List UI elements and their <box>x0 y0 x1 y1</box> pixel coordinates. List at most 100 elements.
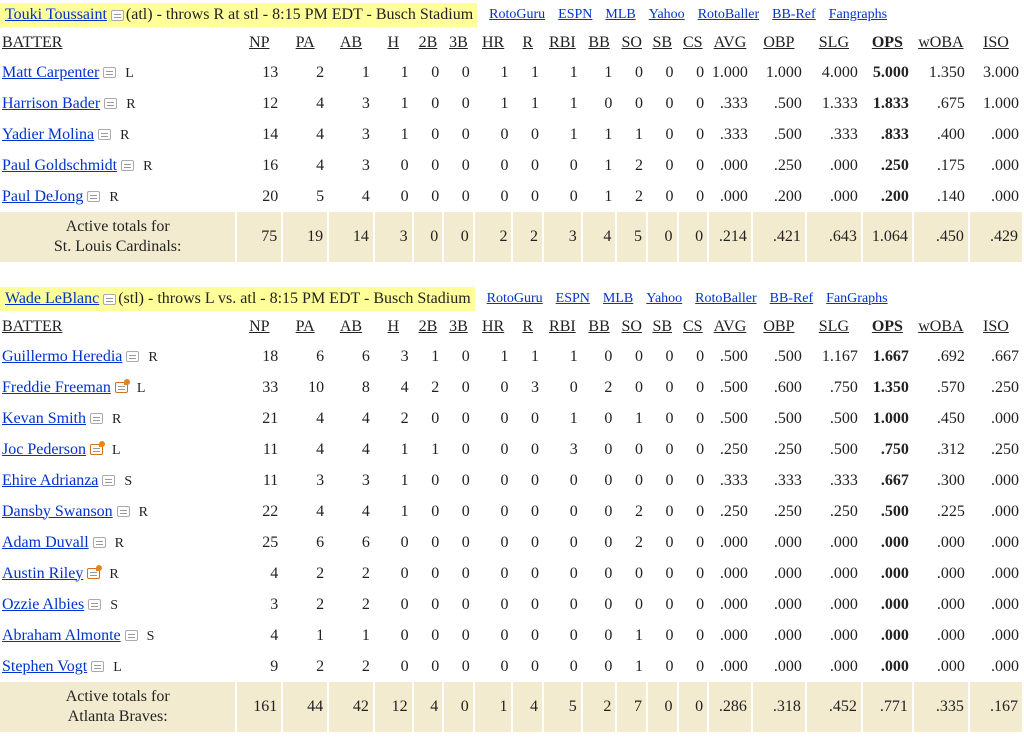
column-header-r[interactable]: R <box>522 318 534 335</box>
batter-link[interactable]: Dansby Swanson <box>2 502 113 520</box>
column-header-avg[interactable]: AVG <box>713 34 747 51</box>
column-header-2b[interactable]: 2B <box>418 318 438 335</box>
column-header-bb[interactable]: BB <box>588 318 610 335</box>
column-header-ab[interactable]: AB <box>339 318 363 335</box>
link-fangraphs[interactable]: Fangraphs <box>828 7 888 22</box>
hot-note-icon[interactable] <box>87 565 103 580</box>
stat-np: 11 <box>262 440 279 458</box>
note-icon[interactable] <box>90 413 103 425</box>
batter-link[interactable]: Ozzie Albies <box>2 595 85 613</box>
note-icon[interactable] <box>88 599 102 611</box>
column-header-np[interactable]: NP <box>249 34 270 51</box>
batter-link[interactable]: Kevan Smith <box>2 409 86 427</box>
stat-avg: .333 <box>719 94 748 112</box>
batter-link[interactable]: Guillermo Heredia <box>2 347 123 365</box>
stat-sb: 0 <box>665 94 674 112</box>
note-icon[interactable] <box>110 9 124 21</box>
column-header-batter[interactable]: BATTER <box>2 318 63 335</box>
batter-link[interactable]: Joc Pederson <box>2 440 86 458</box>
note-icon[interactable] <box>104 98 118 110</box>
note-icon[interactable] <box>126 351 140 363</box>
column-header-np[interactable]: NP <box>249 318 270 335</box>
batter-link[interactable]: Paul Goldschmidt <box>2 156 118 174</box>
link-yahoo[interactable]: Yahoo <box>646 291 683 306</box>
column-header-slg[interactable]: SLG <box>818 34 850 51</box>
batter-hand: R <box>114 535 124 551</box>
column-header-slg[interactable]: SLG <box>818 318 850 335</box>
column-header-cs[interactable]: CS <box>683 34 703 51</box>
batter-hand: R <box>143 158 153 174</box>
column-header-pa[interactable]: PA <box>295 318 315 335</box>
column-header-so[interactable]: SO <box>621 318 642 335</box>
column-header-ops[interactable]: OPS <box>871 318 903 335</box>
column-header-rbi[interactable]: RBI <box>549 34 576 51</box>
column-header-woba[interactable]: wOBA <box>918 34 964 51</box>
note-icon[interactable] <box>121 160 135 172</box>
note-icon[interactable] <box>124 630 138 642</box>
link-yahoo[interactable]: Yahoo <box>648 7 685 22</box>
column-header-bb[interactable]: BB <box>588 34 610 51</box>
batter-link[interactable]: Harrison Bader <box>2 94 101 112</box>
column-header-sb[interactable]: SB <box>652 34 673 51</box>
column-header-avg[interactable]: AVG <box>713 318 747 335</box>
link-mlb[interactable]: MLB <box>602 291 634 306</box>
note-icon[interactable] <box>102 475 116 487</box>
column-header-3b[interactable]: 3B <box>449 318 468 335</box>
batter-link[interactable]: Austin Riley <box>2 564 84 582</box>
link-rotoguru[interactable]: RotoGuru <box>489 7 546 22</box>
column-header-hr[interactable]: HR <box>481 318 505 335</box>
column-header-2b[interactable]: 2B <box>418 34 438 51</box>
column-header-hr[interactable]: HR <box>481 34 505 51</box>
link-bb-ref[interactable]: BB-Ref <box>769 291 814 306</box>
batter-link[interactable]: Paul DeJong <box>2 187 84 205</box>
stat-cs: 0 <box>696 440 705 458</box>
batter-link[interactable]: Stephen Vogt <box>2 657 88 675</box>
batter-link[interactable]: Yadier Molina <box>2 125 95 143</box>
column-header-r[interactable]: R <box>522 34 534 51</box>
link-rotoguru[interactable]: RotoGuru <box>486 291 543 306</box>
link-bb-ref[interactable]: BB-Ref <box>772 7 816 22</box>
link-fangraphs[interactable]: FanGraphs <box>826 291 888 306</box>
batter-link[interactable]: Freddie Freeman <box>2 378 111 396</box>
column-header-h[interactable]: H <box>387 34 400 51</box>
link-rotoballer[interactable]: RotoBaller <box>695 291 757 306</box>
link-mlb[interactable]: MLB <box>605 7 636 22</box>
column-header-ops[interactable]: OPS <box>871 34 903 51</box>
stat-pa: 4 <box>316 94 325 112</box>
column-header-batter[interactable]: BATTER <box>2 34 63 51</box>
column-header-3b[interactable]: 3B <box>449 34 468 51</box>
hot-note-icon[interactable] <box>89 441 105 456</box>
link-espn[interactable]: ESPN <box>555 291 590 306</box>
note-icon[interactable] <box>92 537 106 549</box>
link-espn[interactable]: ESPN <box>558 7 593 22</box>
stat-h: 1 <box>400 63 409 81</box>
note-icon[interactable] <box>98 129 112 141</box>
column-header-obp[interactable]: OBP <box>763 34 795 51</box>
note-icon[interactable] <box>116 506 130 518</box>
pitcher-link[interactable]: Wade LeBlanc <box>5 290 100 307</box>
column-header-sb[interactable]: SB <box>652 318 673 335</box>
column-header-obp[interactable]: OBP <box>763 318 795 335</box>
column-header-iso[interactable]: ISO <box>983 318 1009 335</box>
hot-note-icon[interactable] <box>114 379 130 394</box>
batter-link[interactable]: Adam Duvall <box>2 533 89 551</box>
note-icon[interactable] <box>103 67 117 79</box>
column-header-h[interactable]: H <box>387 318 400 335</box>
note-icon[interactable] <box>91 661 105 673</box>
stat-r: 1 <box>531 94 540 112</box>
column-header-ab[interactable]: AB <box>339 34 363 51</box>
column-header-rbi[interactable]: RBI <box>549 318 576 335</box>
column-header-iso[interactable]: ISO <box>983 34 1009 51</box>
column-header-pa[interactable]: PA <box>295 34 315 51</box>
batter-link[interactable]: Ehire Adrianza <box>2 471 99 489</box>
pitcher-link[interactable]: Touki Toussaint <box>5 6 107 23</box>
column-header-so[interactable]: SO <box>621 34 642 51</box>
column-header-woba[interactable]: wOBA <box>918 318 964 335</box>
note-icon[interactable] <box>87 191 101 203</box>
stat-bb: 1 <box>604 156 613 174</box>
batter-link[interactable]: Abraham Almonte <box>2 626 121 644</box>
link-rotoballer[interactable]: RotoBaller <box>697 7 760 22</box>
note-icon[interactable] <box>103 293 117 305</box>
column-header-cs[interactable]: CS <box>683 318 703 335</box>
batter-link[interactable]: Matt Carpenter <box>2 63 100 81</box>
